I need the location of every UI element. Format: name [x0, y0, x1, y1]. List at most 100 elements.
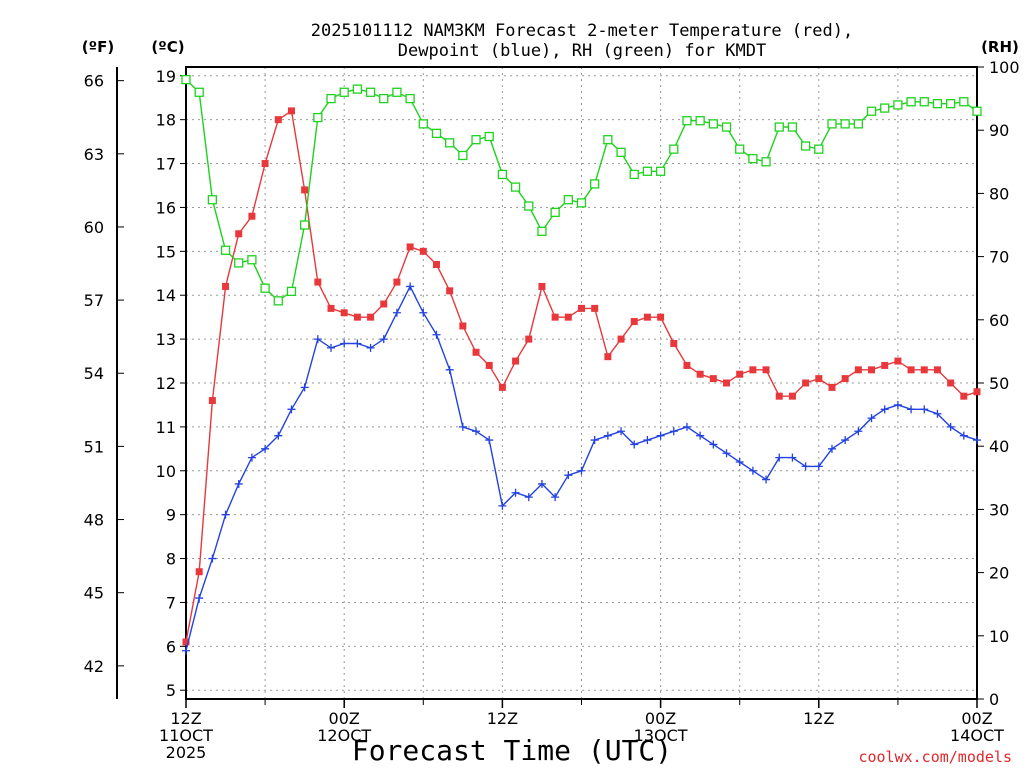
rh-point — [510, 182, 521, 192]
temperature-point — [538, 282, 546, 290]
fahrenheit-tick-label: 51 — [84, 437, 104, 456]
x-axis-label: Forecast Time (UTC) — [352, 734, 672, 767]
x-tick-label: 2025 — [166, 743, 207, 762]
rh-point — [629, 169, 639, 180]
temperature-point — [643, 313, 651, 321]
dewpoint-point — [933, 409, 942, 418]
temperature-point — [868, 366, 876, 374]
rh-point — [787, 122, 798, 132]
rh-point — [234, 258, 244, 268]
temperature-point — [723, 379, 731, 387]
rh-point — [853, 119, 863, 129]
rh-point — [655, 166, 666, 176]
x-tick-label: 00Z — [645, 709, 676, 728]
rh-point — [392, 87, 402, 97]
fahrenheit-tick-label: 54 — [84, 364, 104, 383]
dewpoint-point — [498, 501, 507, 510]
temperature-point — [235, 230, 243, 238]
dewpoint-point — [788, 453, 797, 462]
dewpoint-point — [762, 475, 771, 484]
rh-point — [247, 255, 257, 265]
rh-unit-label: (RH) — [981, 38, 1019, 56]
temperature-point — [947, 379, 955, 387]
temperature-point — [881, 361, 889, 369]
temperature-point — [551, 313, 559, 321]
x-tick-label: 12Z — [803, 709, 834, 728]
rh-point — [379, 93, 389, 104]
rh-tick-label: 70 — [989, 248, 1009, 267]
rh-tick-label: 50 — [989, 374, 1009, 393]
dewpoint-point — [959, 431, 968, 440]
dewpoint-point — [577, 466, 586, 475]
rh-tick-label: 60 — [989, 311, 1009, 330]
fahrenheit-tick-label: 48 — [84, 511, 104, 530]
rh-point — [537, 226, 547, 236]
series-dewpoint — [182, 282, 981, 655]
temperature-point — [657, 313, 665, 321]
temperature-point — [222, 282, 230, 290]
rh-point — [181, 74, 191, 85]
rh-point — [959, 97, 969, 107]
celsius-tick-label: 8 — [166, 550, 176, 569]
rh-point — [471, 135, 481, 145]
dewpoint-point — [379, 335, 388, 344]
rh-point — [893, 100, 903, 110]
celsius-tick-label: 11 — [156, 418, 176, 437]
dewpoint-point — [617, 427, 626, 436]
rh-point — [603, 135, 613, 145]
x-tick-label: 14OCT — [950, 726, 1004, 745]
dewpoint-point — [827, 444, 836, 453]
rh-point — [800, 141, 811, 151]
temperature-point — [419, 247, 427, 255]
dewpoint-point — [366, 343, 375, 352]
temperature-point — [960, 392, 968, 400]
temperature-point — [406, 243, 414, 251]
rh-point — [405, 93, 415, 104]
temperature-point — [564, 313, 572, 321]
x-tick-label: 00Z — [961, 709, 992, 728]
rh-point — [945, 99, 956, 109]
dewpoint-point — [406, 282, 415, 291]
temperature-point — [617, 335, 625, 343]
dewpoint-point — [472, 427, 481, 436]
rh-tick-label: 30 — [989, 500, 1009, 519]
temperature-point — [933, 366, 941, 374]
rh-point — [774, 122, 784, 132]
temperature-point — [525, 335, 533, 343]
x-tick-label: 12Z — [170, 709, 201, 728]
temperature-point — [920, 366, 928, 374]
dewpoint-point — [524, 493, 533, 502]
rh-point — [721, 122, 732, 132]
rh-point — [260, 283, 270, 293]
celsius-tick-label: 17 — [156, 155, 176, 174]
rh-point — [207, 195, 218, 205]
rh-point — [735, 144, 745, 154]
temperature-point — [802, 379, 810, 387]
rh-point — [445, 138, 455, 148]
dewpoint-point — [261, 444, 270, 453]
dewpoint-point — [735, 458, 744, 466]
rh-point — [550, 207, 560, 218]
temperature-point — [367, 313, 375, 321]
rh-tick-label: 80 — [989, 184, 1009, 203]
dewpoint-point — [432, 330, 441, 339]
rh-point — [814, 144, 824, 154]
dewpoint-point — [564, 471, 573, 480]
dewpoint-point — [722, 449, 731, 458]
temperature-point — [630, 318, 638, 326]
dewpoint-point — [551, 493, 560, 502]
fahrenheit-tick-label: 66 — [84, 72, 104, 91]
fahrenheit-tick-label: 60 — [84, 218, 104, 237]
temperature-point — [182, 638, 190, 646]
rh-point — [497, 169, 508, 180]
rh-point — [919, 97, 929, 107]
celsius-tick-label: 19 — [156, 67, 176, 86]
fahrenheit-tick-label: 57 — [84, 291, 104, 310]
dewpoint-point — [854, 427, 863, 436]
fahrenheit-tick-label: 42 — [84, 657, 104, 676]
rh-point — [418, 119, 428, 129]
temperature-point — [512, 357, 520, 365]
temperature-point — [591, 304, 599, 312]
axes: 5 6 7 8 9 10 11 12 13 14 15 16 17 18 19 42 45 48 51 54 57 60 6… — [84, 58, 1020, 762]
temperature-point — [815, 375, 823, 383]
